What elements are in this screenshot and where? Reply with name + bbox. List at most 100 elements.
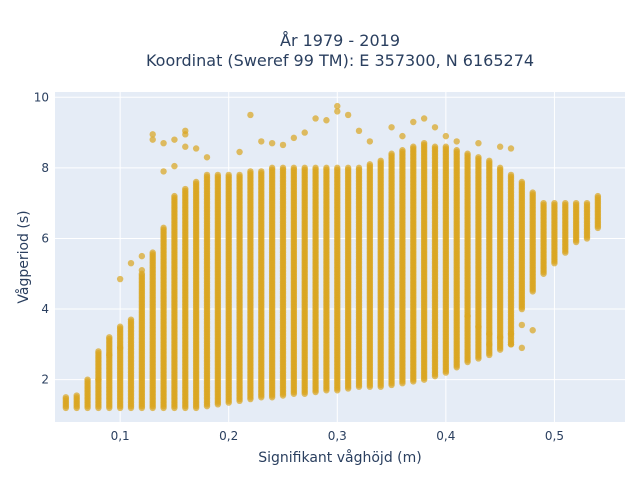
data-point xyxy=(572,199,580,207)
data-point xyxy=(323,164,330,172)
data-point xyxy=(464,150,471,157)
data-point xyxy=(518,178,526,186)
data-point xyxy=(475,154,482,161)
data-point xyxy=(116,323,124,330)
outlier-point xyxy=(290,134,298,142)
outlier-point xyxy=(486,341,493,348)
data-point xyxy=(301,164,308,172)
data-point xyxy=(182,185,189,193)
x-tick-label: 0,1 xyxy=(111,429,130,443)
data-point xyxy=(247,168,254,175)
outlier-point xyxy=(160,168,167,175)
data-point xyxy=(410,143,417,150)
data-point xyxy=(106,334,113,341)
outlier-point xyxy=(149,131,156,138)
y-tick-label: 2 xyxy=(41,373,49,387)
outlier-point xyxy=(453,138,460,145)
y-axis-label: Vågperiod (s) xyxy=(15,210,32,303)
outlier-point xyxy=(312,115,319,122)
outlier-point xyxy=(149,136,156,143)
data-point xyxy=(344,164,352,172)
outlier-point xyxy=(442,132,450,140)
data-point xyxy=(236,171,243,179)
outlier-point xyxy=(127,259,135,267)
y-tick-label: 6 xyxy=(41,231,49,245)
data-point xyxy=(192,178,200,186)
outlier-point xyxy=(388,124,395,131)
data-point xyxy=(225,171,232,179)
data-point xyxy=(529,189,536,196)
data-point xyxy=(268,164,276,172)
outlier-point xyxy=(116,275,124,283)
data-point xyxy=(366,161,374,168)
data-point xyxy=(551,199,558,207)
outlier-point xyxy=(279,141,287,149)
data-point xyxy=(420,139,428,147)
data-point xyxy=(203,171,211,179)
outlier-point xyxy=(486,330,493,337)
outlier-point xyxy=(366,138,374,145)
x-tick-label: 0,2 xyxy=(219,429,238,443)
outlier-point xyxy=(507,341,515,348)
outlier-point xyxy=(496,334,504,341)
data-point xyxy=(496,164,504,172)
outlier-point xyxy=(182,131,189,138)
data-point xyxy=(334,164,341,172)
data-points xyxy=(62,102,602,412)
data-point xyxy=(540,199,547,207)
data-point xyxy=(355,164,363,172)
outlier-point xyxy=(507,145,515,152)
outlier-point xyxy=(171,162,178,170)
outlier-point xyxy=(182,143,189,150)
outlier-point xyxy=(171,136,178,143)
outlier-point xyxy=(496,143,504,150)
data-point xyxy=(453,147,460,154)
chart-title-line-2: Koordinat (Sweref 99 TM): E 357300, N 61… xyxy=(146,51,534,70)
chart-title-line-1: År 1979 - 2019 xyxy=(280,31,400,50)
data-point xyxy=(95,348,102,355)
outlier-point xyxy=(464,312,471,320)
data-point xyxy=(171,192,178,200)
outlier-point xyxy=(95,376,102,383)
data-point xyxy=(486,157,493,165)
data-point xyxy=(127,316,135,323)
outlier-point xyxy=(420,115,428,122)
x-axis-label: Signifikant våghöjd (m) xyxy=(258,449,421,466)
data-point xyxy=(377,157,384,165)
outlier-point xyxy=(301,129,308,136)
data-point xyxy=(594,192,602,200)
data-point xyxy=(431,143,439,150)
y-tick-label: 8 xyxy=(41,161,49,175)
data-point xyxy=(583,199,591,207)
y-tick-label: 4 xyxy=(41,302,49,316)
outlier-point xyxy=(334,102,341,110)
data-point xyxy=(442,143,450,150)
outlier-point xyxy=(344,111,352,119)
outlier-point xyxy=(334,108,341,115)
x-tick-label: 0,5 xyxy=(545,429,564,443)
outlier-point xyxy=(203,154,211,161)
x-tick-label: 0,3 xyxy=(328,429,347,443)
outlier-point xyxy=(236,148,243,156)
outlier-point xyxy=(518,344,526,352)
data-point xyxy=(258,168,265,175)
outlier-point xyxy=(399,132,406,140)
data-point xyxy=(84,376,91,383)
outlier-point xyxy=(247,111,254,119)
data-point xyxy=(290,164,298,172)
outlier-point xyxy=(518,321,526,329)
outlier-point xyxy=(507,330,515,337)
data-point xyxy=(149,249,156,256)
data-point xyxy=(214,171,222,179)
outlier-point xyxy=(529,327,536,334)
y-tick-label: 10 xyxy=(34,90,49,104)
data-point xyxy=(507,171,515,179)
data-point xyxy=(399,147,406,154)
data-point xyxy=(73,392,80,399)
data-point xyxy=(562,199,569,207)
outlier-point xyxy=(475,323,482,330)
outlier-point xyxy=(192,145,200,152)
